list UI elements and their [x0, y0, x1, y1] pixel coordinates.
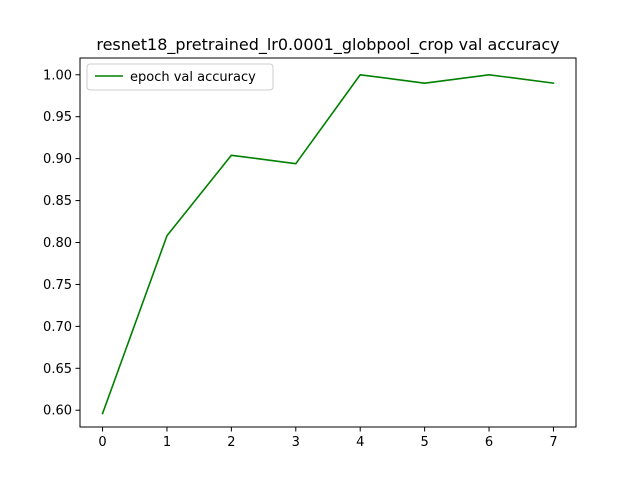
x-tick-label-3: 3: [292, 435, 300, 450]
data-point-epoch-4: [359, 74, 361, 76]
plot-area: 0 1 2 3 4 5 6 7 0.60 0.65 0.70 0.75 0.80 0.85 0.90 0.9…: [43, 57, 577, 450]
y-tick-label-0: 0.60: [43, 404, 72, 419]
y-tick-label-5: 0.85: [43, 194, 72, 209]
data-point-epoch-1: [166, 235, 168, 237]
x-axis-ticks: 0 1 2 3 4 5 6 7: [98, 427, 558, 450]
y-axis-ticks: 0.60 0.65 0.70 0.75 0.80 0.85 0.90 0.95 1.00: [43, 68, 80, 419]
x-tick-label-1: 1: [163, 435, 171, 450]
legend-label-epoch-val-accuracy: epoch val accuracy: [130, 70, 256, 85]
y-tick-label-2: 0.70: [43, 320, 72, 335]
series-layer: [101, 73, 555, 415]
x-tick-label-0: 0: [98, 435, 106, 450]
data-point-epoch-7: [553, 82, 555, 84]
x-tick-label-7: 7: [549, 435, 557, 450]
y-tick-label-8: 1.00: [43, 68, 72, 83]
x-tick-label-4: 4: [356, 435, 364, 450]
series-line-epoch-val-accuracy: [101, 73, 555, 415]
x-tick-label-2: 2: [227, 435, 235, 450]
y-tick-label-4: 0.80: [43, 236, 72, 251]
y-tick-label-1: 0.65: [43, 362, 72, 377]
y-tick-label-3: 0.75: [43, 278, 72, 293]
y-tick-label-7: 0.95: [43, 110, 72, 125]
chart-title: resnet18_pretrained_lr0.0001_globpool_cr…: [96, 35, 559, 55]
data-point-epoch-3: [295, 163, 297, 165]
x-tick-label-5: 5: [420, 435, 428, 450]
data-point-epoch-5: [424, 82, 426, 84]
data-point-epoch-6: [488, 74, 490, 76]
data-point-epoch-0: [102, 413, 104, 415]
data-point-epoch-2: [231, 154, 233, 156]
legend-box: [86, 63, 274, 91]
legend: epoch val accuracy: [86, 63, 274, 91]
y-tick-label-6: 0.90: [43, 152, 72, 167]
x-tick-label-6: 6: [485, 435, 493, 450]
